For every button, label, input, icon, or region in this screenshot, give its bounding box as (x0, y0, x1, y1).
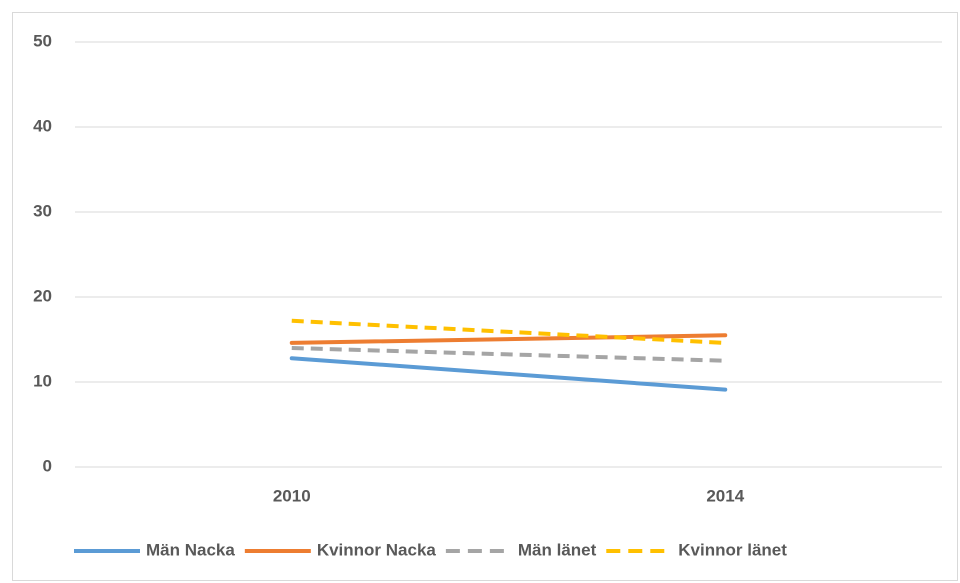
y-tick-label: 50 (33, 31, 52, 50)
y-tick-label: 10 (33, 371, 52, 390)
series-line (289, 333, 728, 345)
y-tick-label: 30 (33, 201, 52, 220)
y-tick-label: 0 (43, 456, 52, 475)
legend-label: Kvinnor länet (678, 540, 787, 559)
legend-label: Män Nacka (146, 540, 235, 559)
y-tick-label: 40 (33, 116, 52, 135)
legend-label: Män länet (518, 540, 597, 559)
x-tick-label: 2010 (273, 486, 311, 505)
y-tick-label: 20 (33, 286, 52, 305)
series-line (291, 346, 726, 363)
series-line (291, 318, 726, 345)
series-line (289, 356, 728, 392)
x-tick-label: 2014 (706, 486, 744, 505)
legend-label: Kvinnor Nacka (317, 540, 437, 559)
